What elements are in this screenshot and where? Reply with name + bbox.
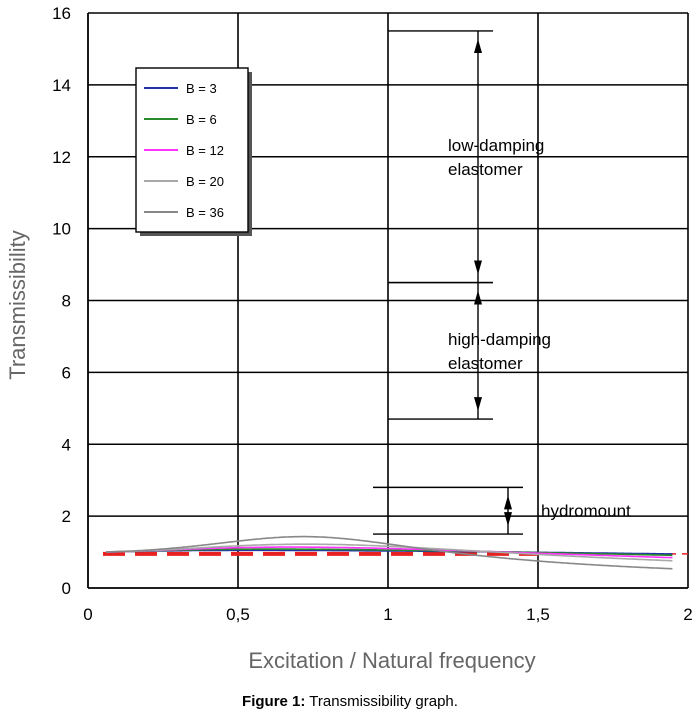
transmissibility-chart: 0 0,5 1 1,5 2 0 2 4 6 8 10 12 14 16 low-damping elasto… [5, 4, 693, 673]
series-line-1 [106, 548, 673, 557]
y-tick-label-5: 10 [52, 220, 71, 239]
tick-labels: 0 0,5 1 1,5 2 0 2 4 6 8 10 12 14 16 [52, 4, 693, 624]
y-tick-label-8: 16 [52, 4, 71, 23]
x-tick-label-2: 1 [383, 605, 392, 624]
y-axis-label: Transmissibility [5, 230, 30, 380]
series-line-4 [106, 535, 673, 570]
legend-label-0: B = 3 [186, 81, 217, 96]
annotation-text-1-0: high-damping [448, 330, 551, 349]
axes [87, 13, 688, 589]
annotation-arrow-up-1 [474, 290, 482, 305]
series-group [106, 535, 673, 570]
y-tick-label-3: 6 [62, 363, 71, 382]
y-tick-label-6: 12 [52, 148, 71, 167]
y-tick-label-2: 4 [62, 435, 71, 454]
annotation-text-0-0: low-damping [448, 136, 544, 155]
x-tick-label-1: 0,5 [226, 605, 250, 624]
x-tick-label-0: 0 [83, 605, 92, 624]
x-tick-label-3: 1,5 [526, 605, 550, 624]
x-tick-label-4: 2 [683, 605, 692, 624]
legend-label-3: B = 20 [186, 174, 224, 189]
y-tick-label-0: 0 [62, 579, 71, 598]
annotation-arrow-up-0 [474, 38, 482, 53]
legend-label-4: B = 36 [186, 205, 224, 220]
annotation-arrow-down-0 [474, 260, 482, 275]
y-tick-label-1: 2 [62, 507, 71, 526]
annotation-arrow-down-1 [474, 397, 482, 412]
annotations: low-damping elastomer high-damping elastome… [373, 30, 631, 535]
annotation-text-2-0: hydromount [541, 502, 631, 521]
y-tick-label-7: 14 [52, 76, 71, 95]
annotation-text-0-1: elastomer [448, 160, 523, 179]
y-tick-label-4: 8 [62, 292, 71, 311]
figure-caption: Figure 1: Transmissibility graph. [0, 693, 700, 710]
annotation-arrow-down-2 [504, 512, 512, 527]
x-axis-label: Excitation / Natural frequency [248, 648, 535, 673]
legend: B = 3 B = 6 B = 12 B = 20 B = 36 [135, 67, 252, 236]
legend-label-1: B = 6 [186, 112, 217, 127]
annotation-arrow-up-2 [504, 495, 512, 510]
caption-label: Figure 1: [242, 693, 306, 710]
series-line-2 [106, 546, 673, 559]
annotation-text-1-1: elastomer [448, 354, 523, 373]
series-line-3 [106, 543, 673, 562]
caption-text: Transmissibility graph. [305, 693, 458, 710]
legend-label-2: B = 12 [186, 143, 224, 158]
